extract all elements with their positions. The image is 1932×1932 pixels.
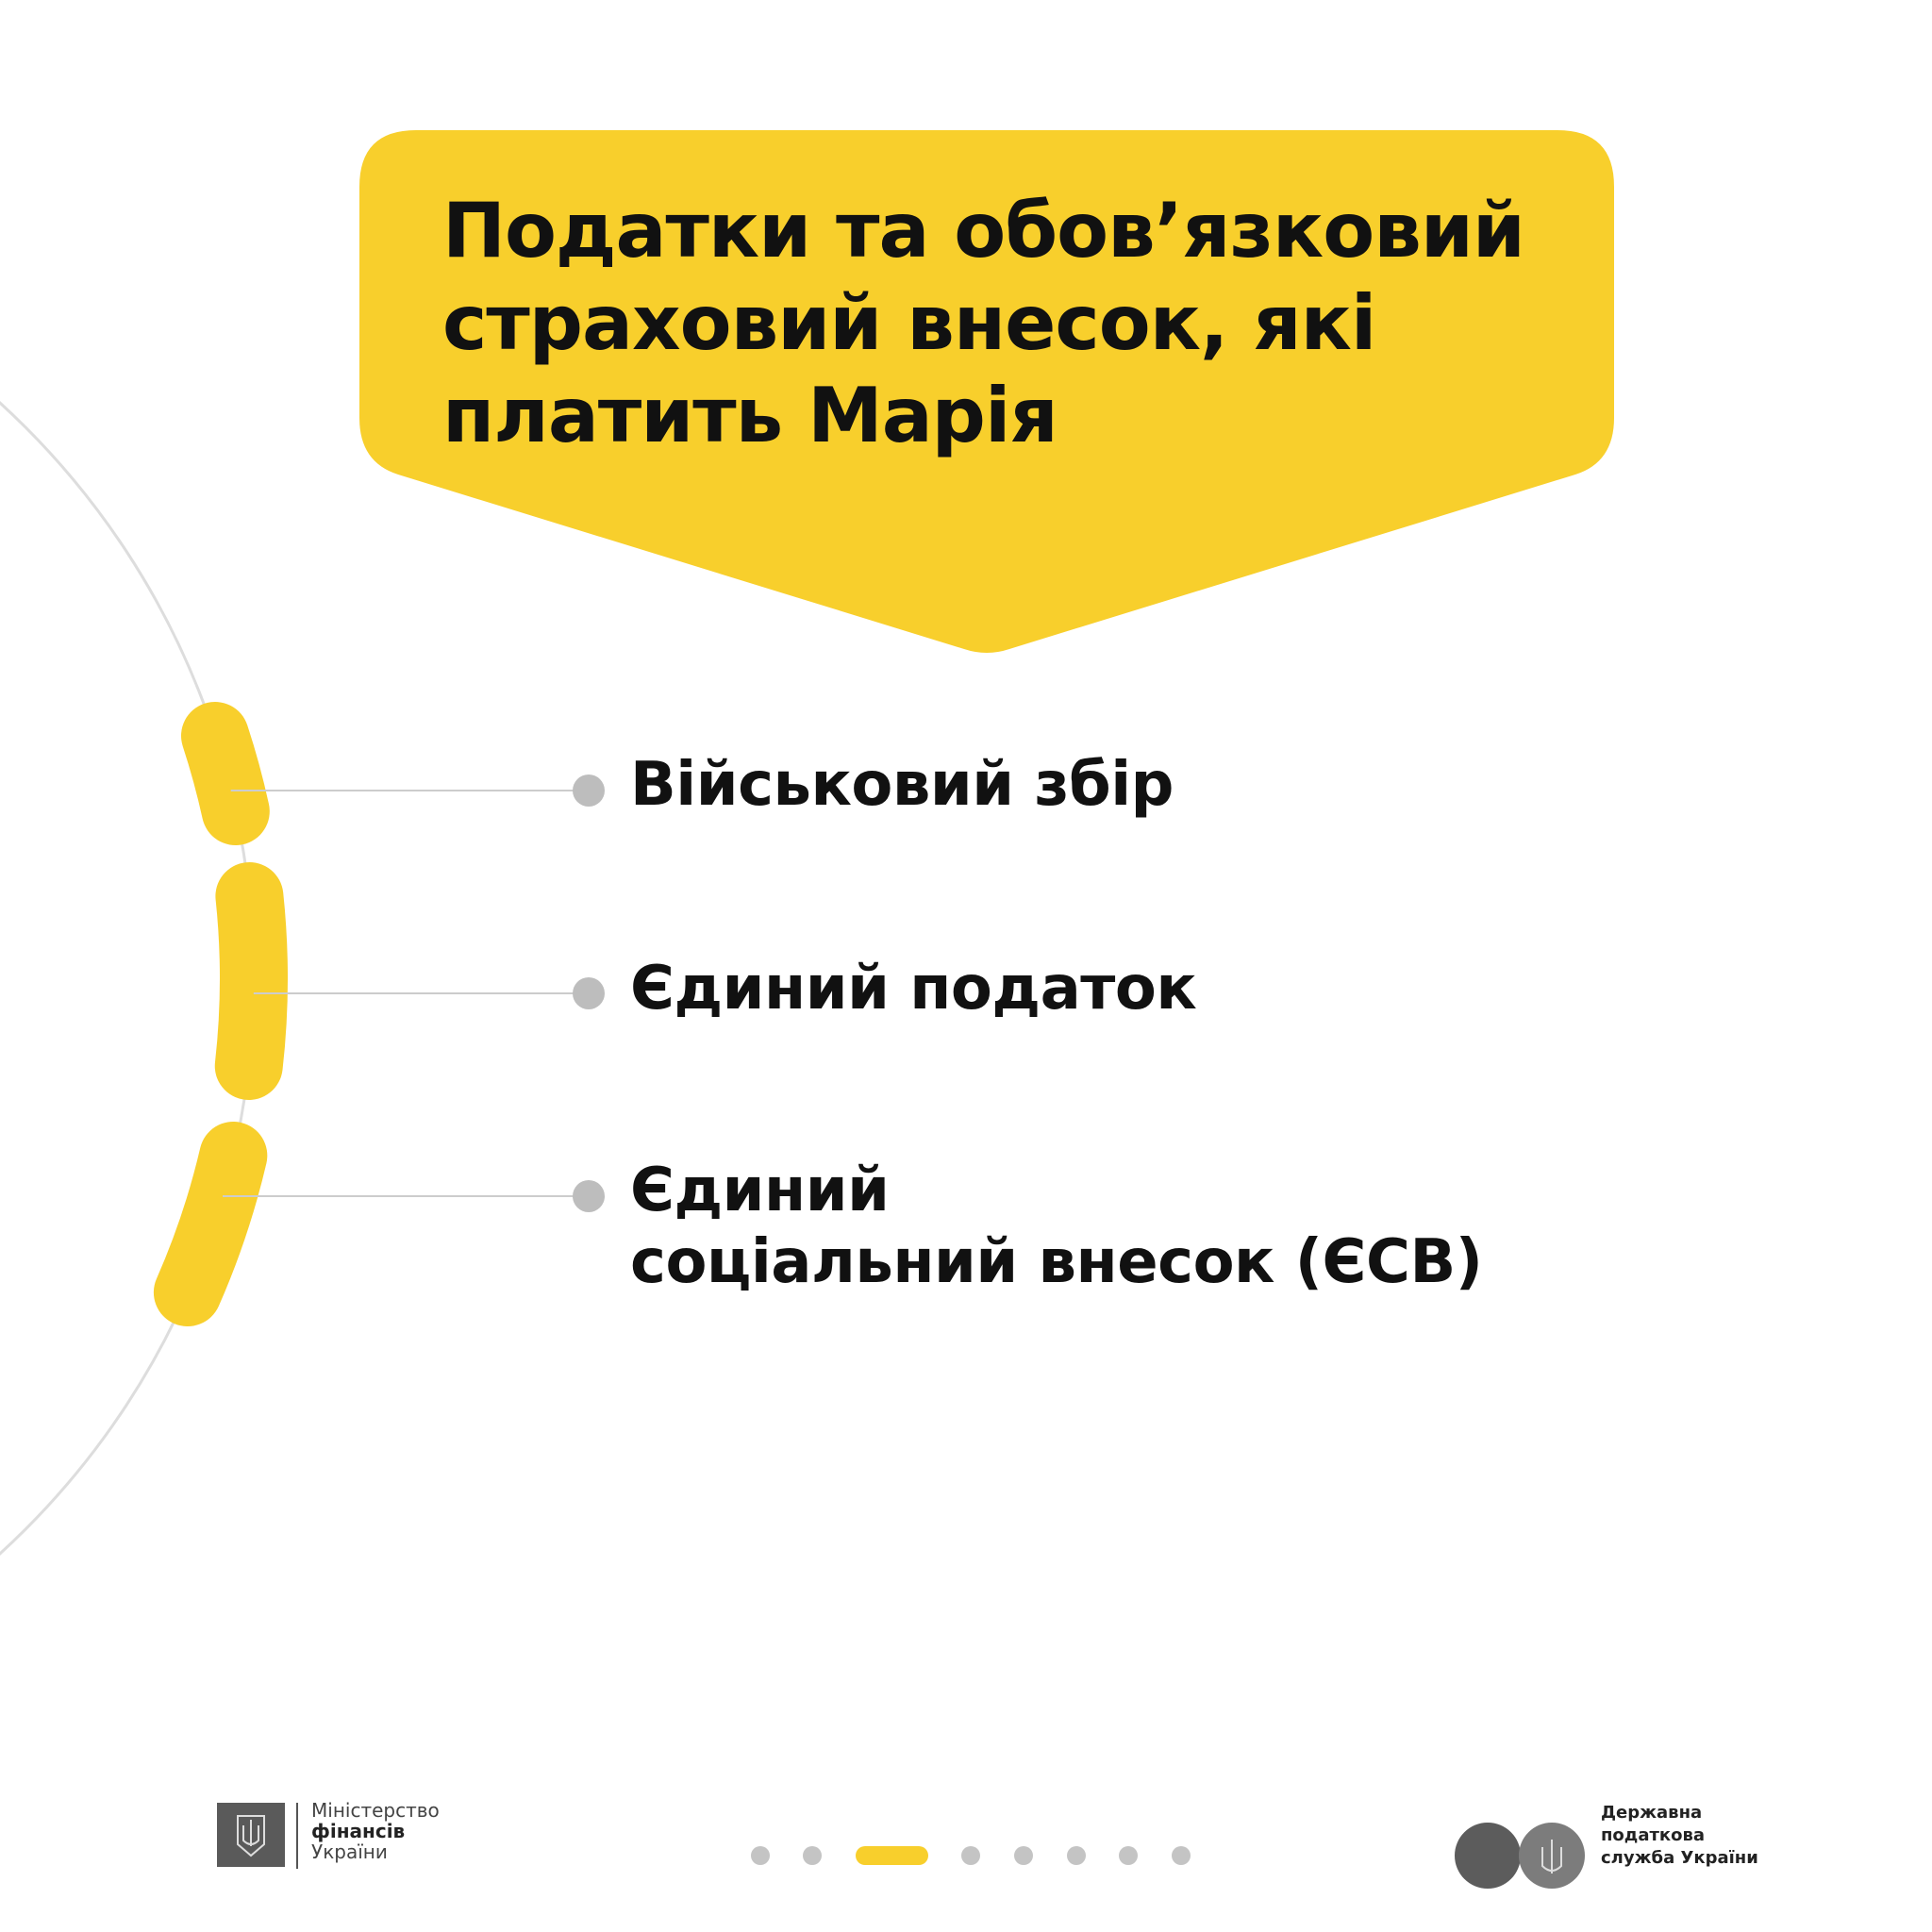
bullet-dot	[573, 774, 605, 807]
item-single-tax: Єдиний податок	[630, 954, 1197, 1024]
timeline-segment	[214, 862, 288, 1100]
timeline-segment	[181, 702, 270, 845]
page-title: Податки та обов’язковий страховий внесок…	[442, 187, 1525, 459]
trident-icon	[237, 1815, 265, 1857]
bullet-dot	[573, 977, 605, 1009]
timeline-arc	[0, 401, 256, 1556]
item-social-contribution: Єдиний соціальний внесок (ЄСВ)	[630, 1156, 1483, 1297]
tax-service-logo-text: Державна податкова служба України	[1601, 1803, 1758, 1868]
timeline-segment	[153, 1122, 268, 1326]
callout-shape	[359, 130, 1614, 653]
bullet-dot	[573, 1180, 605, 1212]
ministry-logo-divider	[296, 1803, 298, 1869]
ministry-logo-text: Міністерство фінансів України	[311, 1799, 440, 1863]
item-military-levy: Військовий збір	[630, 750, 1174, 820]
ministry-logo-mark	[217, 1803, 285, 1867]
